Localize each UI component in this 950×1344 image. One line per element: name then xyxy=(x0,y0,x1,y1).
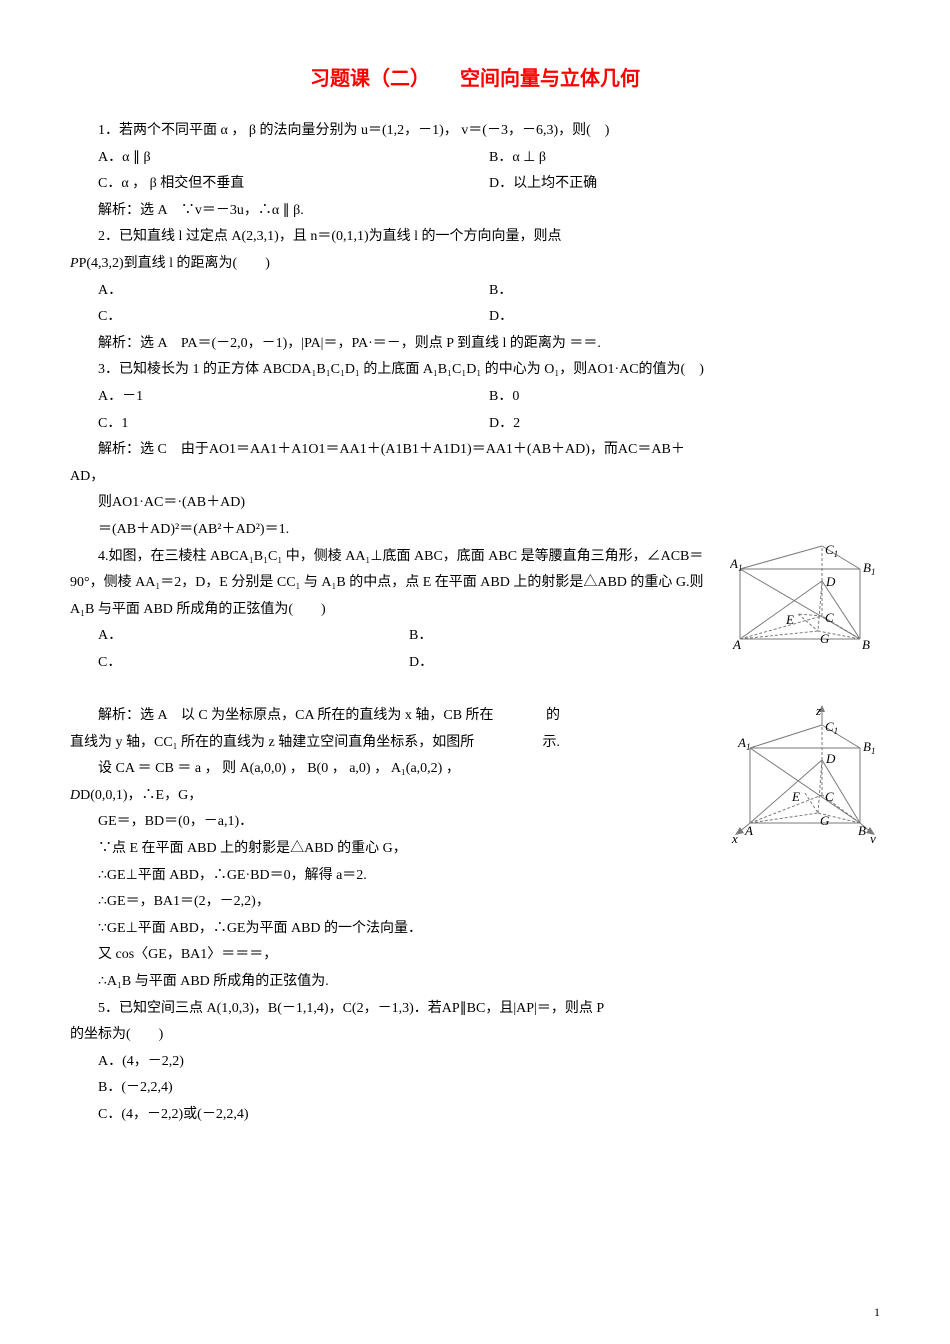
q2-optD: D． xyxy=(489,304,880,331)
q2-stem2: PP(4,3,2)到直线 l 的距离为( ) xyxy=(70,251,880,278)
q4-optC: C． xyxy=(98,650,409,677)
q2-options2: C． D． xyxy=(98,304,880,331)
q2-options: A． B． xyxy=(98,278,880,305)
q4-sol11: ∴A₁B 与平面 ABD 所成角的正弦值为. xyxy=(70,969,880,996)
q4-sol-block: A B C A1 B1 C1 D E G z x y 解析：选 A 以 C 为坐… xyxy=(70,703,880,996)
q5-stem: 5．已知空间三点 A(1,0,3)，B(－1,1,4)，C(2，－1,3)．若A… xyxy=(70,996,880,1023)
svg-text:G: G xyxy=(820,813,830,828)
q1-optA: A．α ∥ β xyxy=(98,145,489,172)
q4-options2: C． D． xyxy=(98,650,720,677)
q4-optD: D． xyxy=(409,650,720,677)
page-title: 习题课（二） 空间向量与立体几何 xyxy=(70,60,880,98)
svg-text:A: A xyxy=(732,637,741,652)
q3-optA: A．－1 xyxy=(98,384,489,411)
q1-optB: B．α ⊥ β xyxy=(489,145,880,172)
q2-stem2-text: P(4,3,2)到直线 l 的距离为( ) xyxy=(79,256,270,271)
q4-sol1b: 的 xyxy=(518,703,560,730)
svg-text:A1: A1 xyxy=(730,556,742,573)
svg-text:x: x xyxy=(731,831,738,843)
q2-sol: 解析：选 A PA＝(－2,0，－1)，|PA|＝，PA·＝－，则点 P 到直线… xyxy=(70,331,880,358)
svg-text:y: y xyxy=(868,831,876,843)
q3-optC: C．1 xyxy=(98,411,489,438)
q1-stem: 1．若两个不同平面 α ， β 的法向量分别为 u＝(1,2，－1)， v＝(－… xyxy=(70,118,880,145)
q4-sol7: ∴GE⊥平面 ABD，∴GE·BD＝0，解得 a＝2. xyxy=(70,863,880,890)
q4-optB: B． xyxy=(409,623,720,650)
svg-text:z: z xyxy=(815,703,821,718)
q4-options: A． B． xyxy=(98,623,720,650)
svg-text:C1: C1 xyxy=(825,719,838,736)
q4-sol4t: D(0,0,1)，∴E，G， xyxy=(80,788,202,803)
q3-stem: 3．已知棱长为 1 的正方体 ABCDA₁B₁C₁D₁ 的上底面 A₁B₁C₁D… xyxy=(70,357,880,384)
q2-optC: C． xyxy=(98,304,489,331)
q1-optC: C．α ， β 相交但不垂直 xyxy=(98,171,489,198)
svg-text:B1: B1 xyxy=(863,739,875,756)
svg-text:B: B xyxy=(858,823,866,838)
q1-options: A．α ∥ β B．α ⊥ β xyxy=(98,145,880,172)
q4-sol10: 又 cos〈GE，BA1〉＝＝＝， xyxy=(70,942,880,969)
page-number: 1 xyxy=(874,1301,880,1324)
title-prefix: 习题课（二） xyxy=(310,68,430,90)
q1-sol: 解析：选 A ∵v＝－3u，∴α ∥ β. xyxy=(70,198,880,225)
q5-stem2: 的坐标为( ) xyxy=(70,1022,880,1049)
svg-text:C: C xyxy=(825,789,834,804)
svg-text:B1: B1 xyxy=(863,560,875,577)
q3-sol3: 则AO1·AC＝·(AB＋AD) xyxy=(70,490,880,517)
q3-optD: D．2 xyxy=(489,411,880,438)
q5-optC: C．(4，－2,2)或(－2,2,4) xyxy=(70,1102,880,1129)
q4-sol2b: 示. xyxy=(543,730,561,757)
svg-text:D: D xyxy=(825,574,836,589)
svg-text:A1: A1 xyxy=(737,735,750,752)
q1-optD: D．以上均不正确 xyxy=(489,171,880,198)
q3-sol4: ＝(AB＋AD)²＝(AB²＋AD²)＝1. xyxy=(70,517,880,544)
q4-optA: A． xyxy=(98,623,409,650)
svg-text:C: C xyxy=(825,610,834,625)
q3-sol2: AD， xyxy=(70,464,880,491)
svg-text:A: A xyxy=(744,823,753,838)
figure-prism-1: A B C A1 B1 C1 D E G xyxy=(730,544,880,654)
q4-sol1a: 解析：选 A 以 C 为坐标原点，CA 所在的直线为 x 轴，CB 所在 xyxy=(98,708,494,723)
q4-sol2a: 直线为 y 轴，CC₁ 所在的直线为 z 轴建立空间直角坐标系，如图所 xyxy=(70,735,474,750)
svg-text:D: D xyxy=(825,751,836,766)
svg-text:C1: C1 xyxy=(825,544,838,559)
q3-options2: C．1 D．2 xyxy=(98,411,880,438)
q5-optA: A．(4，－2,2) xyxy=(70,1049,880,1076)
svg-text:G: G xyxy=(820,631,830,646)
q3-sol1: 解析：选 C 由于AO1＝AA1＋A1O1＝AA1＋(A1B1＋A1D1)＝AA… xyxy=(70,437,880,464)
title-main xyxy=(435,68,455,90)
title-main-text: 空间向量与立体几何 xyxy=(460,68,640,90)
svg-text:B: B xyxy=(862,637,870,652)
q4-sol8: ∴GE＝，BA1＝(2，－2,2)， xyxy=(70,889,880,916)
svg-text:E: E xyxy=(785,612,794,627)
q3-options: A．－1 B．0 xyxy=(98,384,880,411)
figure-prism-2: A B C A1 B1 C1 D E G z x y xyxy=(730,703,880,843)
q2-optA: A． xyxy=(98,278,489,305)
q2-stem1: 2．已知直线 l 过定点 A(2,3,1)，且 n＝(0,1,1)为直线 l 的… xyxy=(70,224,880,251)
q5-optB: B．(－2,2,4) xyxy=(70,1075,880,1102)
q2-optB: B． xyxy=(489,278,880,305)
q3-optB: B．0 xyxy=(489,384,880,411)
q4-sol9: ∵GE⊥平面 ABD，∴GE为平面 ABD 的一个法向量． xyxy=(70,916,880,943)
q1-options2: C．α ， β 相交但不垂直 D．以上均不正确 xyxy=(98,171,880,198)
svg-text:E: E xyxy=(791,789,800,804)
q4-block: A B C A1 B1 C1 D E G 4.如图，在三棱柱 ABCA₁B₁C₁… xyxy=(70,544,880,677)
